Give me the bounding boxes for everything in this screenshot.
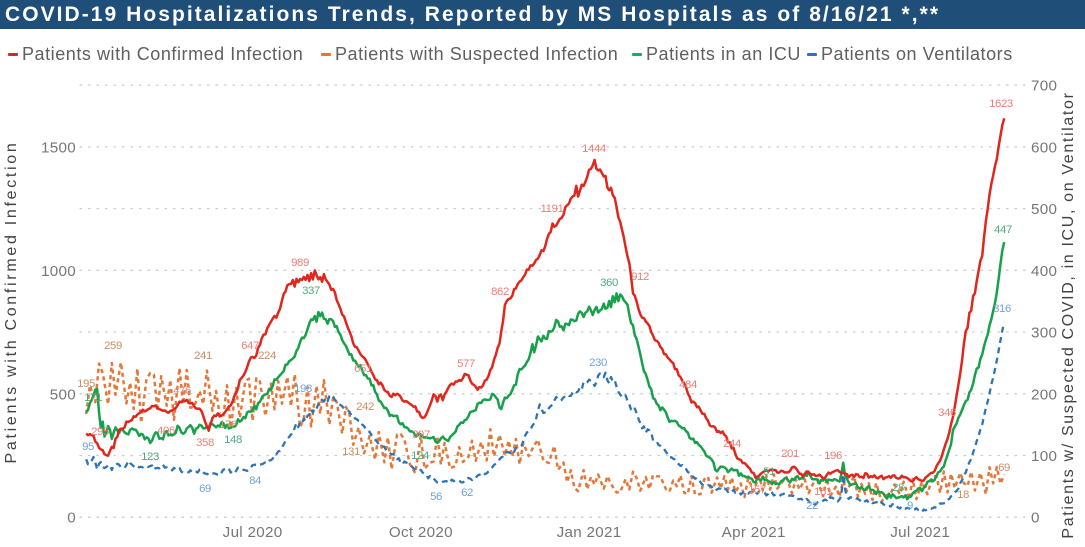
svg-text:Jul 2020: Jul 2020	[223, 524, 283, 541]
svg-text:Jul 2021: Jul 2021	[890, 524, 950, 541]
svg-text:Jan 2021: Jan 2021	[557, 524, 622, 541]
svg-text:700: 700	[1031, 78, 1057, 95]
svg-text:1444: 1444	[582, 143, 606, 155]
svg-text:400: 400	[1031, 263, 1057, 280]
svg-text:131: 131	[342, 446, 360, 458]
svg-text:124: 124	[411, 450, 429, 462]
svg-text:Patients with Confirmed Infect: Patients with Confirmed Infection	[3, 141, 20, 464]
svg-text:28: 28	[892, 482, 904, 494]
svg-text:989: 989	[291, 257, 309, 269]
svg-text:476: 476	[173, 385, 191, 397]
svg-text:346: 346	[938, 407, 956, 419]
svg-text:1191: 1191	[541, 203, 564, 215]
svg-text:1000: 1000	[41, 263, 76, 280]
svg-text:406: 406	[157, 425, 175, 437]
svg-text:171: 171	[84, 392, 102, 404]
svg-text:161: 161	[814, 486, 832, 498]
svg-text:600: 600	[1031, 139, 1057, 156]
svg-text:195: 195	[77, 378, 95, 390]
svg-text:1623: 1623	[989, 98, 1013, 110]
svg-text:295: 295	[91, 426, 109, 438]
svg-text:157: 157	[748, 484, 766, 496]
svg-text:647: 647	[241, 340, 259, 352]
svg-text:862: 862	[491, 286, 509, 298]
svg-text:201: 201	[781, 448, 799, 460]
svg-text:259: 259	[104, 340, 122, 352]
svg-text:Apr 2021: Apr 2021	[722, 524, 786, 541]
svg-text:178: 178	[219, 419, 237, 431]
svg-text:316: 316	[993, 303, 1011, 315]
svg-text:0: 0	[1031, 510, 1040, 527]
svg-text:230: 230	[589, 357, 607, 369]
svg-text:62: 62	[461, 487, 473, 499]
svg-text:200: 200	[1031, 386, 1057, 403]
svg-text:244: 244	[723, 438, 741, 450]
svg-text:242: 242	[356, 401, 374, 413]
svg-text:196: 196	[824, 450, 842, 462]
svg-text:358: 358	[196, 437, 214, 449]
svg-text:500: 500	[50, 386, 76, 403]
svg-text:18: 18	[957, 489, 969, 501]
svg-text:69: 69	[998, 462, 1010, 474]
svg-text:224: 224	[258, 350, 276, 362]
svg-text:241: 241	[194, 350, 212, 362]
svg-text:337: 337	[302, 285, 320, 297]
svg-text:198: 198	[294, 383, 312, 395]
svg-text:577: 577	[457, 358, 475, 370]
svg-text:22: 22	[806, 500, 818, 512]
svg-text:100: 100	[1031, 448, 1057, 465]
svg-text:0: 0	[67, 510, 76, 527]
svg-text:500: 500	[1031, 201, 1057, 218]
svg-text:95: 95	[82, 441, 94, 453]
svg-text:123: 123	[141, 451, 159, 463]
svg-text:447: 447	[994, 224, 1012, 236]
svg-text:69: 69	[199, 483, 211, 495]
svg-text:56: 56	[430, 491, 442, 503]
svg-text:651: 651	[354, 363, 372, 375]
svg-text:397: 397	[412, 429, 430, 441]
svg-text:9: 9	[907, 500, 913, 512]
svg-text:912: 912	[631, 271, 649, 283]
svg-text:360: 360	[600, 277, 618, 289]
svg-text:84: 84	[249, 475, 261, 487]
svg-text:Oct 2020: Oct 2020	[389, 524, 453, 541]
svg-text:148: 148	[224, 434, 242, 446]
svg-text:300: 300	[1031, 325, 1057, 342]
svg-text:484: 484	[679, 379, 697, 391]
svg-text:Patients w/ Suspected COVID, i: Patients w/ Suspected COVID, in ICU, on …	[1060, 91, 1077, 538]
svg-text:51: 51	[763, 466, 775, 478]
svg-text:1500: 1500	[41, 139, 76, 156]
